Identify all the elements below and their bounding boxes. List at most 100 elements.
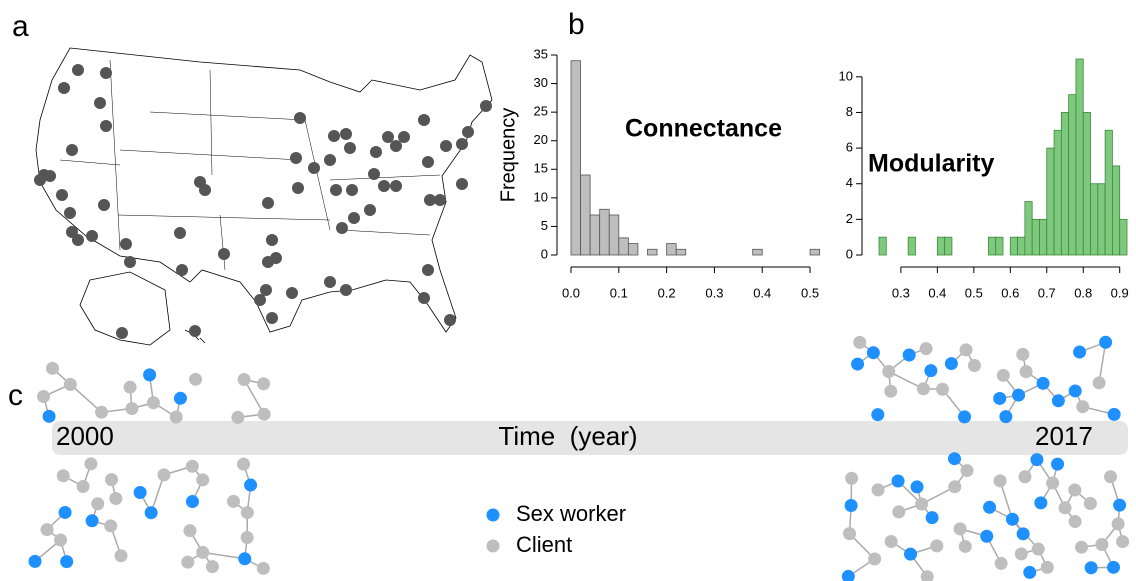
network-node: [1058, 501, 1072, 515]
location-dot: [58, 82, 70, 94]
bar: [1104, 129, 1113, 256]
network-node: [56, 469, 70, 483]
location-dot: [199, 184, 211, 196]
network-node: [231, 410, 245, 424]
panel-label: c: [8, 379, 23, 412]
location-dot: [324, 276, 336, 288]
network-node: [40, 523, 54, 537]
network-node: [95, 405, 109, 419]
network-node: [1034, 496, 1048, 510]
legend-label: Sex worker: [516, 501, 626, 526]
location-dot: [324, 154, 336, 166]
network-node: [1068, 515, 1082, 529]
location-dot: [370, 146, 382, 158]
network-node: [891, 474, 905, 488]
network-node: [1073, 345, 1087, 359]
network-node: [133, 486, 147, 500]
network-node: [936, 382, 950, 396]
network-node: [994, 556, 1008, 570]
network-node: [28, 554, 42, 568]
location-dot: [94, 97, 106, 109]
us-outline: [35, 47, 493, 333]
location-dot: [308, 162, 320, 174]
network-node: [189, 372, 203, 386]
y-tick-label: 8: [846, 104, 853, 119]
network-node: [237, 373, 251, 387]
network-node: [1068, 384, 1082, 398]
location-dot: [286, 287, 298, 299]
network-node: [1019, 365, 1033, 379]
network-node: [915, 497, 929, 511]
network-edge: [69, 383, 103, 413]
location-dot: [346, 184, 358, 196]
legend-label: Client: [516, 532, 572, 557]
location-dot: [368, 168, 380, 180]
location-dot: [424, 194, 436, 206]
network-node: [1107, 407, 1121, 421]
network-node: [109, 492, 123, 506]
network-node: [1051, 457, 1065, 471]
location-dot: [98, 199, 110, 211]
network-node: [851, 357, 865, 371]
network-node: [91, 497, 105, 511]
location-dot: [456, 138, 468, 150]
network-node: [85, 514, 99, 528]
bar: [878, 236, 887, 256]
network-node: [902, 348, 916, 362]
bar: [1097, 183, 1106, 256]
bar: [1024, 201, 1033, 256]
network-node: [257, 407, 271, 421]
location-dot: [344, 142, 356, 154]
time-start: 2000: [56, 421, 114, 451]
network-node: [930, 539, 944, 553]
network-node: [37, 390, 51, 404]
bar: [647, 248, 658, 256]
network-node: [841, 569, 855, 581]
network-node: [185, 495, 199, 509]
network-node: [181, 555, 195, 569]
network-node: [244, 478, 258, 492]
y-tick-label: 4: [846, 175, 853, 190]
bar: [1090, 183, 1099, 256]
bar: [1031, 218, 1040, 256]
location-dot: [100, 120, 112, 132]
network-node: [256, 561, 270, 575]
network-node: [1106, 560, 1120, 574]
network-node: [1099, 335, 1113, 349]
location-dot: [56, 189, 68, 201]
location-dot: [348, 212, 360, 224]
network-node: [853, 335, 867, 349]
location-dot: [124, 256, 136, 268]
x-tick-label: 0.1: [610, 285, 628, 300]
bar: [589, 214, 601, 256]
network-node: [844, 499, 858, 513]
location-dot: [64, 207, 76, 219]
network-node: [1084, 561, 1098, 575]
network-node: [1076, 400, 1090, 414]
network-node: [60, 555, 74, 569]
network-node: [843, 527, 857, 541]
bar: [608, 214, 620, 256]
location-dot: [480, 100, 492, 112]
network-node: [226, 494, 240, 508]
location-dot: [418, 292, 430, 304]
network-node: [1104, 470, 1118, 484]
location-dot: [328, 130, 340, 142]
location-dot: [330, 184, 342, 196]
network-node: [123, 380, 137, 394]
network-node: [1083, 497, 1097, 511]
network-node: [1113, 498, 1127, 512]
x-tick-label: 0.3: [892, 285, 910, 300]
network-node: [871, 483, 885, 497]
y-tick-label: 0: [541, 246, 548, 261]
legend-marker: [486, 539, 500, 553]
x-tick-label: 0.4: [753, 285, 771, 300]
state-lines: [59, 59, 441, 271]
location-dot: [44, 170, 56, 182]
network-node: [1051, 394, 1065, 408]
location-dot: [422, 264, 434, 276]
y-tick-label: 10: [839, 68, 853, 83]
location-dot: [364, 204, 376, 216]
network-node: [196, 545, 210, 559]
network-node: [1016, 527, 1030, 541]
